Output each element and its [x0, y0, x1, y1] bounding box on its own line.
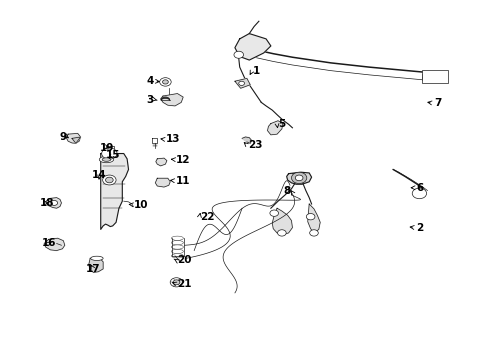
Ellipse shape — [90, 256, 103, 260]
Circle shape — [305, 213, 314, 220]
Text: 13: 13 — [165, 134, 180, 144]
Circle shape — [162, 80, 168, 84]
Text: 19: 19 — [100, 143, 114, 153]
Polygon shape — [89, 258, 103, 273]
Text: 3: 3 — [146, 95, 154, 104]
Polygon shape — [267, 121, 282, 135]
Circle shape — [238, 81, 244, 85]
Text: 16: 16 — [42, 238, 57, 248]
Polygon shape — [72, 137, 81, 143]
Ellipse shape — [171, 236, 183, 240]
Polygon shape — [307, 204, 320, 233]
Polygon shape — [234, 33, 270, 60]
Ellipse shape — [99, 156, 113, 163]
Text: 11: 11 — [175, 176, 190, 186]
Polygon shape — [155, 178, 170, 187]
Circle shape — [102, 175, 116, 185]
Circle shape — [102, 148, 117, 159]
Text: 1: 1 — [253, 66, 260, 76]
Circle shape — [233, 51, 243, 58]
Polygon shape — [234, 78, 250, 88]
Text: 12: 12 — [175, 154, 190, 165]
Text: 5: 5 — [278, 119, 285, 129]
Polygon shape — [45, 198, 61, 208]
Polygon shape — [44, 238, 64, 251]
Text: 22: 22 — [200, 212, 214, 222]
Ellipse shape — [171, 254, 183, 258]
Text: 6: 6 — [415, 183, 423, 193]
Text: 15: 15 — [105, 150, 120, 159]
Text: 10: 10 — [133, 200, 147, 210]
Ellipse shape — [171, 245, 183, 249]
Polygon shape — [272, 208, 292, 235]
Polygon shape — [286, 172, 311, 184]
Circle shape — [170, 278, 183, 287]
Circle shape — [411, 188, 426, 199]
Text: 8: 8 — [283, 186, 290, 196]
Ellipse shape — [171, 240, 183, 245]
Text: 4: 4 — [146, 76, 154, 86]
Polygon shape — [66, 134, 81, 143]
Circle shape — [105, 177, 113, 183]
Circle shape — [277, 230, 285, 236]
Ellipse shape — [102, 158, 111, 161]
Polygon shape — [160, 94, 183, 106]
Text: 14: 14 — [92, 170, 106, 180]
Circle shape — [295, 175, 303, 181]
Circle shape — [173, 280, 180, 285]
Text: 17: 17 — [85, 264, 100, 274]
Circle shape — [51, 201, 58, 206]
Text: 23: 23 — [248, 140, 262, 150]
Polygon shape — [242, 137, 251, 143]
Polygon shape — [152, 138, 157, 143]
Text: 20: 20 — [177, 256, 191, 265]
Text: 18: 18 — [40, 198, 54, 208]
Circle shape — [291, 172, 306, 184]
Text: 7: 7 — [433, 98, 440, 108]
Ellipse shape — [171, 249, 183, 253]
Bar — [421, 70, 447, 83]
Polygon shape — [101, 154, 128, 229]
Text: 9: 9 — [60, 132, 66, 142]
Text: 21: 21 — [177, 279, 191, 289]
Text: 2: 2 — [415, 222, 423, 233]
Circle shape — [309, 230, 318, 236]
Polygon shape — [156, 158, 166, 166]
Circle shape — [160, 78, 171, 86]
Circle shape — [269, 210, 278, 216]
